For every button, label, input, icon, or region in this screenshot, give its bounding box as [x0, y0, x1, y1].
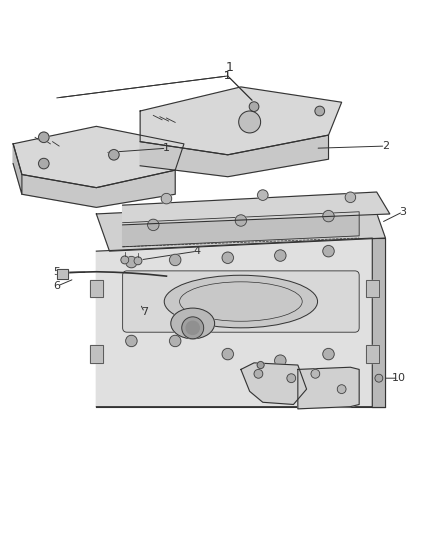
Text: 3: 3	[399, 207, 406, 217]
Text: 4: 4	[194, 246, 201, 256]
Circle shape	[222, 252, 233, 263]
Bar	[90, 280, 103, 297]
Circle shape	[161, 193, 172, 204]
Polygon shape	[13, 126, 184, 188]
Text: 5: 5	[53, 267, 60, 277]
Circle shape	[109, 150, 119, 160]
Text: 1: 1	[163, 143, 170, 154]
Polygon shape	[372, 238, 385, 407]
Circle shape	[148, 219, 159, 231]
Circle shape	[39, 132, 49, 142]
Circle shape	[375, 374, 383, 382]
Circle shape	[239, 111, 261, 133]
Ellipse shape	[164, 275, 318, 328]
Text: 1: 1	[224, 71, 231, 81]
Circle shape	[126, 256, 137, 268]
Circle shape	[257, 361, 264, 368]
Circle shape	[249, 102, 259, 111]
Circle shape	[323, 211, 334, 222]
Circle shape	[337, 385, 346, 393]
Circle shape	[170, 254, 181, 265]
Circle shape	[134, 257, 142, 265]
Bar	[57, 269, 68, 279]
Polygon shape	[13, 144, 22, 194]
Circle shape	[170, 335, 181, 346]
Circle shape	[345, 192, 356, 203]
Circle shape	[254, 369, 263, 378]
Circle shape	[315, 106, 325, 116]
Circle shape	[275, 250, 286, 261]
FancyBboxPatch shape	[123, 271, 359, 332]
Circle shape	[126, 335, 137, 346]
Polygon shape	[298, 367, 359, 409]
Text: 9: 9	[312, 375, 319, 385]
Circle shape	[287, 374, 296, 383]
Circle shape	[186, 321, 199, 334]
Circle shape	[235, 215, 247, 226]
Bar	[90, 345, 103, 363]
Polygon shape	[123, 192, 390, 225]
Text: 10: 10	[392, 373, 406, 383]
Bar	[366, 345, 379, 363]
Circle shape	[222, 349, 233, 360]
Text: 1: 1	[226, 61, 234, 74]
Polygon shape	[96, 238, 372, 407]
Polygon shape	[241, 363, 307, 405]
Circle shape	[323, 349, 334, 360]
Bar	[90, 280, 103, 297]
Circle shape	[121, 256, 129, 264]
Polygon shape	[140, 135, 328, 177]
Bar	[90, 345, 103, 363]
Text: 6: 6	[53, 281, 60, 291]
Circle shape	[275, 355, 286, 366]
Bar	[366, 280, 379, 297]
Bar	[366, 345, 379, 363]
Circle shape	[39, 158, 49, 169]
Polygon shape	[96, 201, 385, 251]
Circle shape	[311, 369, 320, 378]
Text: 8: 8	[272, 362, 279, 372]
Ellipse shape	[171, 308, 215, 339]
Text: 1: 1	[224, 71, 231, 81]
Circle shape	[258, 190, 268, 200]
Polygon shape	[123, 212, 359, 247]
Bar	[57, 269, 68, 279]
Polygon shape	[22, 170, 175, 207]
Circle shape	[182, 317, 204, 339]
Polygon shape	[140, 87, 342, 155]
Text: 7: 7	[141, 308, 148, 318]
Circle shape	[323, 246, 334, 257]
Bar	[366, 280, 379, 297]
Text: 2: 2	[382, 141, 389, 151]
